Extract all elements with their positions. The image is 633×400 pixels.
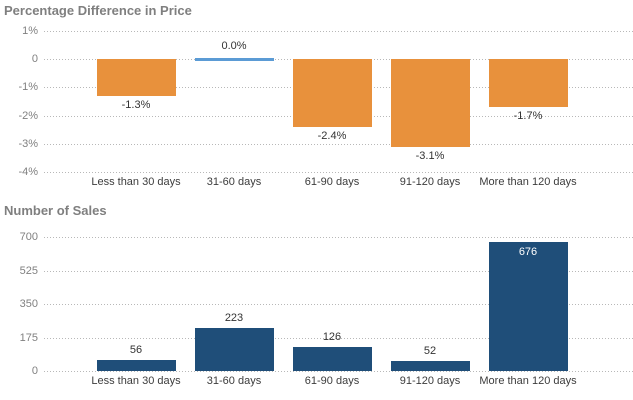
bar-61-90-days[interactable] [292,346,372,371]
gridline [44,143,633,145]
y-tick-label: 700 [19,231,38,243]
y-tick-label: 350 [19,298,38,310]
x-axis-label: 91-120 days [399,375,461,387]
x-axis-label: More than 120 days [479,375,577,387]
sales-chart-title: Number of Sales [4,203,107,218]
value-label: 676 [518,245,538,258]
value-label: -1.3% [121,98,151,111]
y-tick-label: -2% [18,109,38,122]
value-label: -3.1% [415,149,445,162]
bar-less-than-30-days[interactable] [96,360,176,371]
value-label: 223 [224,312,244,325]
y-tick-label: -1% [18,81,38,94]
gridline [44,337,633,339]
bar-less-than-30-days[interactable] [96,59,176,96]
bar-more-than-120-days[interactable] [488,241,568,371]
x-axis-label: 91-120 days [399,176,461,188]
value-label: 56 [129,344,143,357]
x-axis-label: 61-90 days [304,176,360,188]
y-tick-label: -3% [18,137,38,150]
gridline [44,371,633,372]
value-label: 52 [423,345,437,358]
x-axis-label: Less than 30 days [91,375,181,387]
x-axis-label: 31-60 days [206,176,262,188]
y-tick-label: 1% [22,25,38,37]
x-axis-label: 31-60 days [206,375,262,387]
bar-91-120-days[interactable] [390,59,470,147]
gridline [44,237,633,238]
y-tick-label: 525 [19,264,38,277]
x-axis-label: 61-90 days [304,375,360,387]
gridline [44,270,633,272]
bar-91-120-days[interactable] [390,361,470,371]
value-label: -1.7% [513,110,543,123]
value-label: 0.0% [221,40,247,53]
bar-31-60-days[interactable] [194,58,274,62]
y-tick-label: -4% [18,166,38,178]
value-label: -2.4% [317,129,347,142]
y-tick-label: 0 [31,365,38,377]
value-label: 126 [322,330,342,343]
x-axis-label: Less than 30 days [91,176,181,188]
price-diff-chart-title: Percentage Difference in Price [4,3,192,18]
x-axis-label: More than 120 days [479,176,577,188]
gridline [44,31,633,32]
y-tick-label: 175 [19,331,38,344]
bar-31-60-days[interactable] [194,328,274,371]
gridline [44,172,633,173]
bar-61-90-days[interactable] [292,59,372,127]
gridline [44,304,633,305]
y-tick-label: 0 [31,53,38,66]
bar-more-than-120-days[interactable] [488,59,568,108]
